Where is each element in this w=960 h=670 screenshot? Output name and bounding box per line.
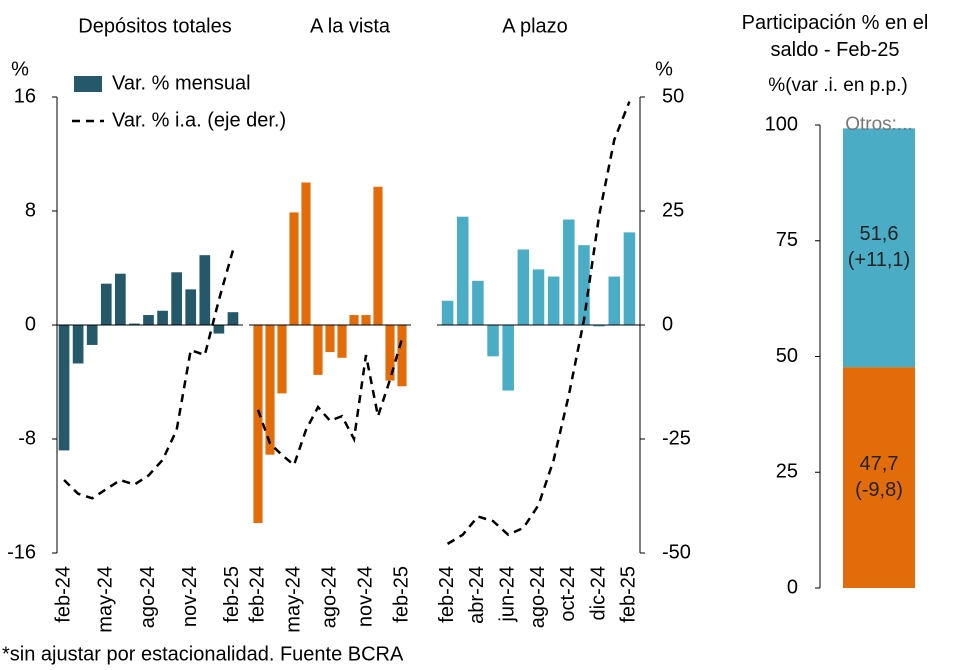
legend-label: Var. % mensual xyxy=(112,72,251,94)
bar xyxy=(608,276,621,325)
bar xyxy=(72,325,84,364)
bar xyxy=(58,325,70,451)
x-tick-label: feb-24 xyxy=(52,566,74,623)
legend-swatch xyxy=(74,76,102,92)
bar xyxy=(547,276,560,325)
bar xyxy=(129,323,140,325)
bar-segment xyxy=(843,128,915,368)
bar xyxy=(502,325,514,391)
x-tick-label: nov-24 xyxy=(179,566,201,627)
x-tick-label: oct-24 xyxy=(557,566,579,622)
bar xyxy=(325,325,335,353)
y2-axis-label: % xyxy=(655,58,673,80)
x-tick-label: feb-24 xyxy=(246,566,268,623)
panel-title: A la vista xyxy=(310,15,391,37)
title-box: Participación % en el saldo - Feb-25 xyxy=(741,12,929,61)
bar xyxy=(171,272,183,325)
bar xyxy=(487,325,499,357)
chart-subtitle: %(var .i. en p.p.) xyxy=(768,75,907,96)
x-tick-label: ago-24 xyxy=(527,566,549,628)
bar xyxy=(373,186,383,325)
x-tick-label: feb-25 xyxy=(618,566,640,623)
bar xyxy=(563,219,575,325)
bar xyxy=(385,325,395,381)
bar xyxy=(213,325,225,334)
bar xyxy=(397,325,407,387)
line-series xyxy=(63,249,235,500)
bar xyxy=(143,315,154,325)
y2-tick-label: 0 xyxy=(662,313,673,335)
bar xyxy=(114,273,126,325)
bar xyxy=(313,325,323,375)
y-tick-label: 16 xyxy=(14,85,36,107)
bar xyxy=(349,315,359,325)
panel-title: Depósitos totales xyxy=(78,15,231,37)
bar xyxy=(265,325,275,455)
value-label: 51,6 xyxy=(860,223,899,245)
bar xyxy=(472,280,484,325)
x-tick-label: dic-24 xyxy=(587,566,609,620)
bar xyxy=(157,310,168,325)
bar xyxy=(532,269,545,325)
bar xyxy=(456,216,469,325)
y-tick-label: 0 xyxy=(25,313,36,335)
bar xyxy=(337,325,347,358)
bar xyxy=(623,232,636,325)
bar-segment xyxy=(843,367,915,588)
bar xyxy=(227,312,239,325)
y2-tick-label: 25 xyxy=(662,199,684,221)
x-tick-label: feb-24 xyxy=(436,566,458,623)
bar xyxy=(517,249,530,325)
bar xyxy=(441,300,454,325)
x-tick-label: may-24 xyxy=(282,566,304,633)
bar xyxy=(361,315,371,325)
x-tick-label: nov-24 xyxy=(354,566,376,627)
chart-title: Participación % en el saldo - Feb-25 xyxy=(741,12,929,61)
y2-tick-label: -25 xyxy=(662,427,691,449)
y-tick-label: 25 xyxy=(776,461,798,483)
x-tick-label: ago-24 xyxy=(318,566,340,628)
x-tick-label: may-24 xyxy=(95,566,117,633)
y-axis-label: % xyxy=(11,58,29,80)
y-tick-label: 75 xyxy=(776,229,798,251)
bar xyxy=(289,212,299,325)
y-tick-label: 50 xyxy=(776,345,798,367)
y-tick-label: -16 xyxy=(7,541,36,563)
change-label: (-9,8) xyxy=(855,479,903,501)
y2-tick-label: 50 xyxy=(662,85,684,107)
y-tick-label: 0 xyxy=(787,576,798,598)
bar-segment xyxy=(843,125,915,129)
bar xyxy=(199,255,211,325)
legend-label: Var. % i.a. (eje der.) xyxy=(112,109,286,131)
x-tick-label: feb-25 xyxy=(390,566,412,623)
y-tick-label: -8 xyxy=(18,427,36,449)
x-tick-label: ago-24 xyxy=(137,566,159,628)
panel-title: A plazo xyxy=(502,15,568,37)
bar xyxy=(277,325,287,394)
bar xyxy=(301,182,311,325)
value-label: 47,7 xyxy=(860,453,899,475)
y2-tick-label: -50 xyxy=(662,541,691,563)
x-tick-label: feb-25 xyxy=(221,566,243,623)
bar xyxy=(253,325,263,524)
bar xyxy=(185,289,197,325)
bar xyxy=(578,245,590,325)
bar xyxy=(86,325,98,345)
bar xyxy=(593,325,605,327)
value-label: Otros:... xyxy=(845,114,913,135)
bar xyxy=(100,283,112,325)
x-tick-label: abr-24 xyxy=(466,566,488,624)
footnote: *sin ajustar por estacionalidad. Fuente … xyxy=(2,643,404,665)
change-label: (+11,1) xyxy=(848,249,910,271)
y-tick-label: 8 xyxy=(25,199,36,221)
y-tick-label: 100 xyxy=(765,113,798,135)
x-tick-label: jun-24 xyxy=(496,566,518,623)
